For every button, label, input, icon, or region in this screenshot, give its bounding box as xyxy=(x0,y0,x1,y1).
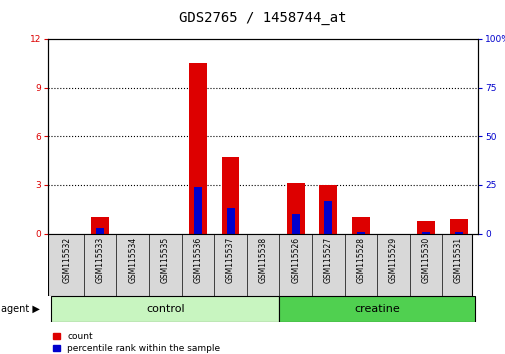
Bar xyxy=(453,232,462,234)
Bar xyxy=(416,221,434,234)
Bar xyxy=(351,217,369,234)
Bar xyxy=(189,63,207,234)
Bar xyxy=(319,185,336,234)
Text: GSM115535: GSM115535 xyxy=(161,237,170,283)
Bar xyxy=(91,217,109,234)
Bar xyxy=(96,228,104,234)
Bar xyxy=(324,200,332,234)
Text: GSM115531: GSM115531 xyxy=(453,237,462,283)
Bar xyxy=(286,183,304,234)
Bar xyxy=(356,232,364,234)
Text: GSM115538: GSM115538 xyxy=(258,237,267,283)
Bar xyxy=(449,219,467,234)
Text: GSM115533: GSM115533 xyxy=(95,237,105,283)
Text: GSM115526: GSM115526 xyxy=(291,237,299,283)
Bar xyxy=(193,187,201,234)
Text: GSM115537: GSM115537 xyxy=(226,237,234,283)
Text: GDS2765 / 1458744_at: GDS2765 / 1458744_at xyxy=(179,11,346,25)
Bar xyxy=(221,158,239,234)
Legend: count, percentile rank within the sample: count, percentile rank within the sample xyxy=(53,332,220,353)
Text: agent ▶: agent ▶ xyxy=(1,304,39,314)
Bar xyxy=(421,232,429,234)
Text: GSM115527: GSM115527 xyxy=(323,237,332,283)
Text: GSM115536: GSM115536 xyxy=(193,237,202,283)
Bar xyxy=(226,208,234,234)
Bar xyxy=(291,214,299,234)
Text: GSM115530: GSM115530 xyxy=(421,237,430,283)
Text: control: control xyxy=(146,304,184,314)
Text: GSM115529: GSM115529 xyxy=(388,237,397,283)
Text: creatine: creatine xyxy=(354,304,399,314)
Text: GSM115528: GSM115528 xyxy=(356,237,365,283)
Text: GSM115532: GSM115532 xyxy=(63,237,72,283)
Text: GSM115534: GSM115534 xyxy=(128,237,137,283)
Bar xyxy=(279,296,474,322)
Bar xyxy=(51,296,279,322)
